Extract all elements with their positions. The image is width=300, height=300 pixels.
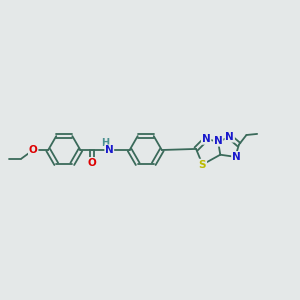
Text: O: O	[88, 158, 97, 168]
Text: N: N	[232, 152, 241, 162]
Text: N: N	[225, 132, 234, 142]
Text: N: N	[105, 145, 114, 155]
Text: H: H	[101, 138, 109, 148]
Text: N: N	[214, 136, 223, 146]
Text: N: N	[202, 134, 211, 144]
Text: S: S	[199, 160, 206, 170]
Text: O: O	[29, 145, 38, 155]
